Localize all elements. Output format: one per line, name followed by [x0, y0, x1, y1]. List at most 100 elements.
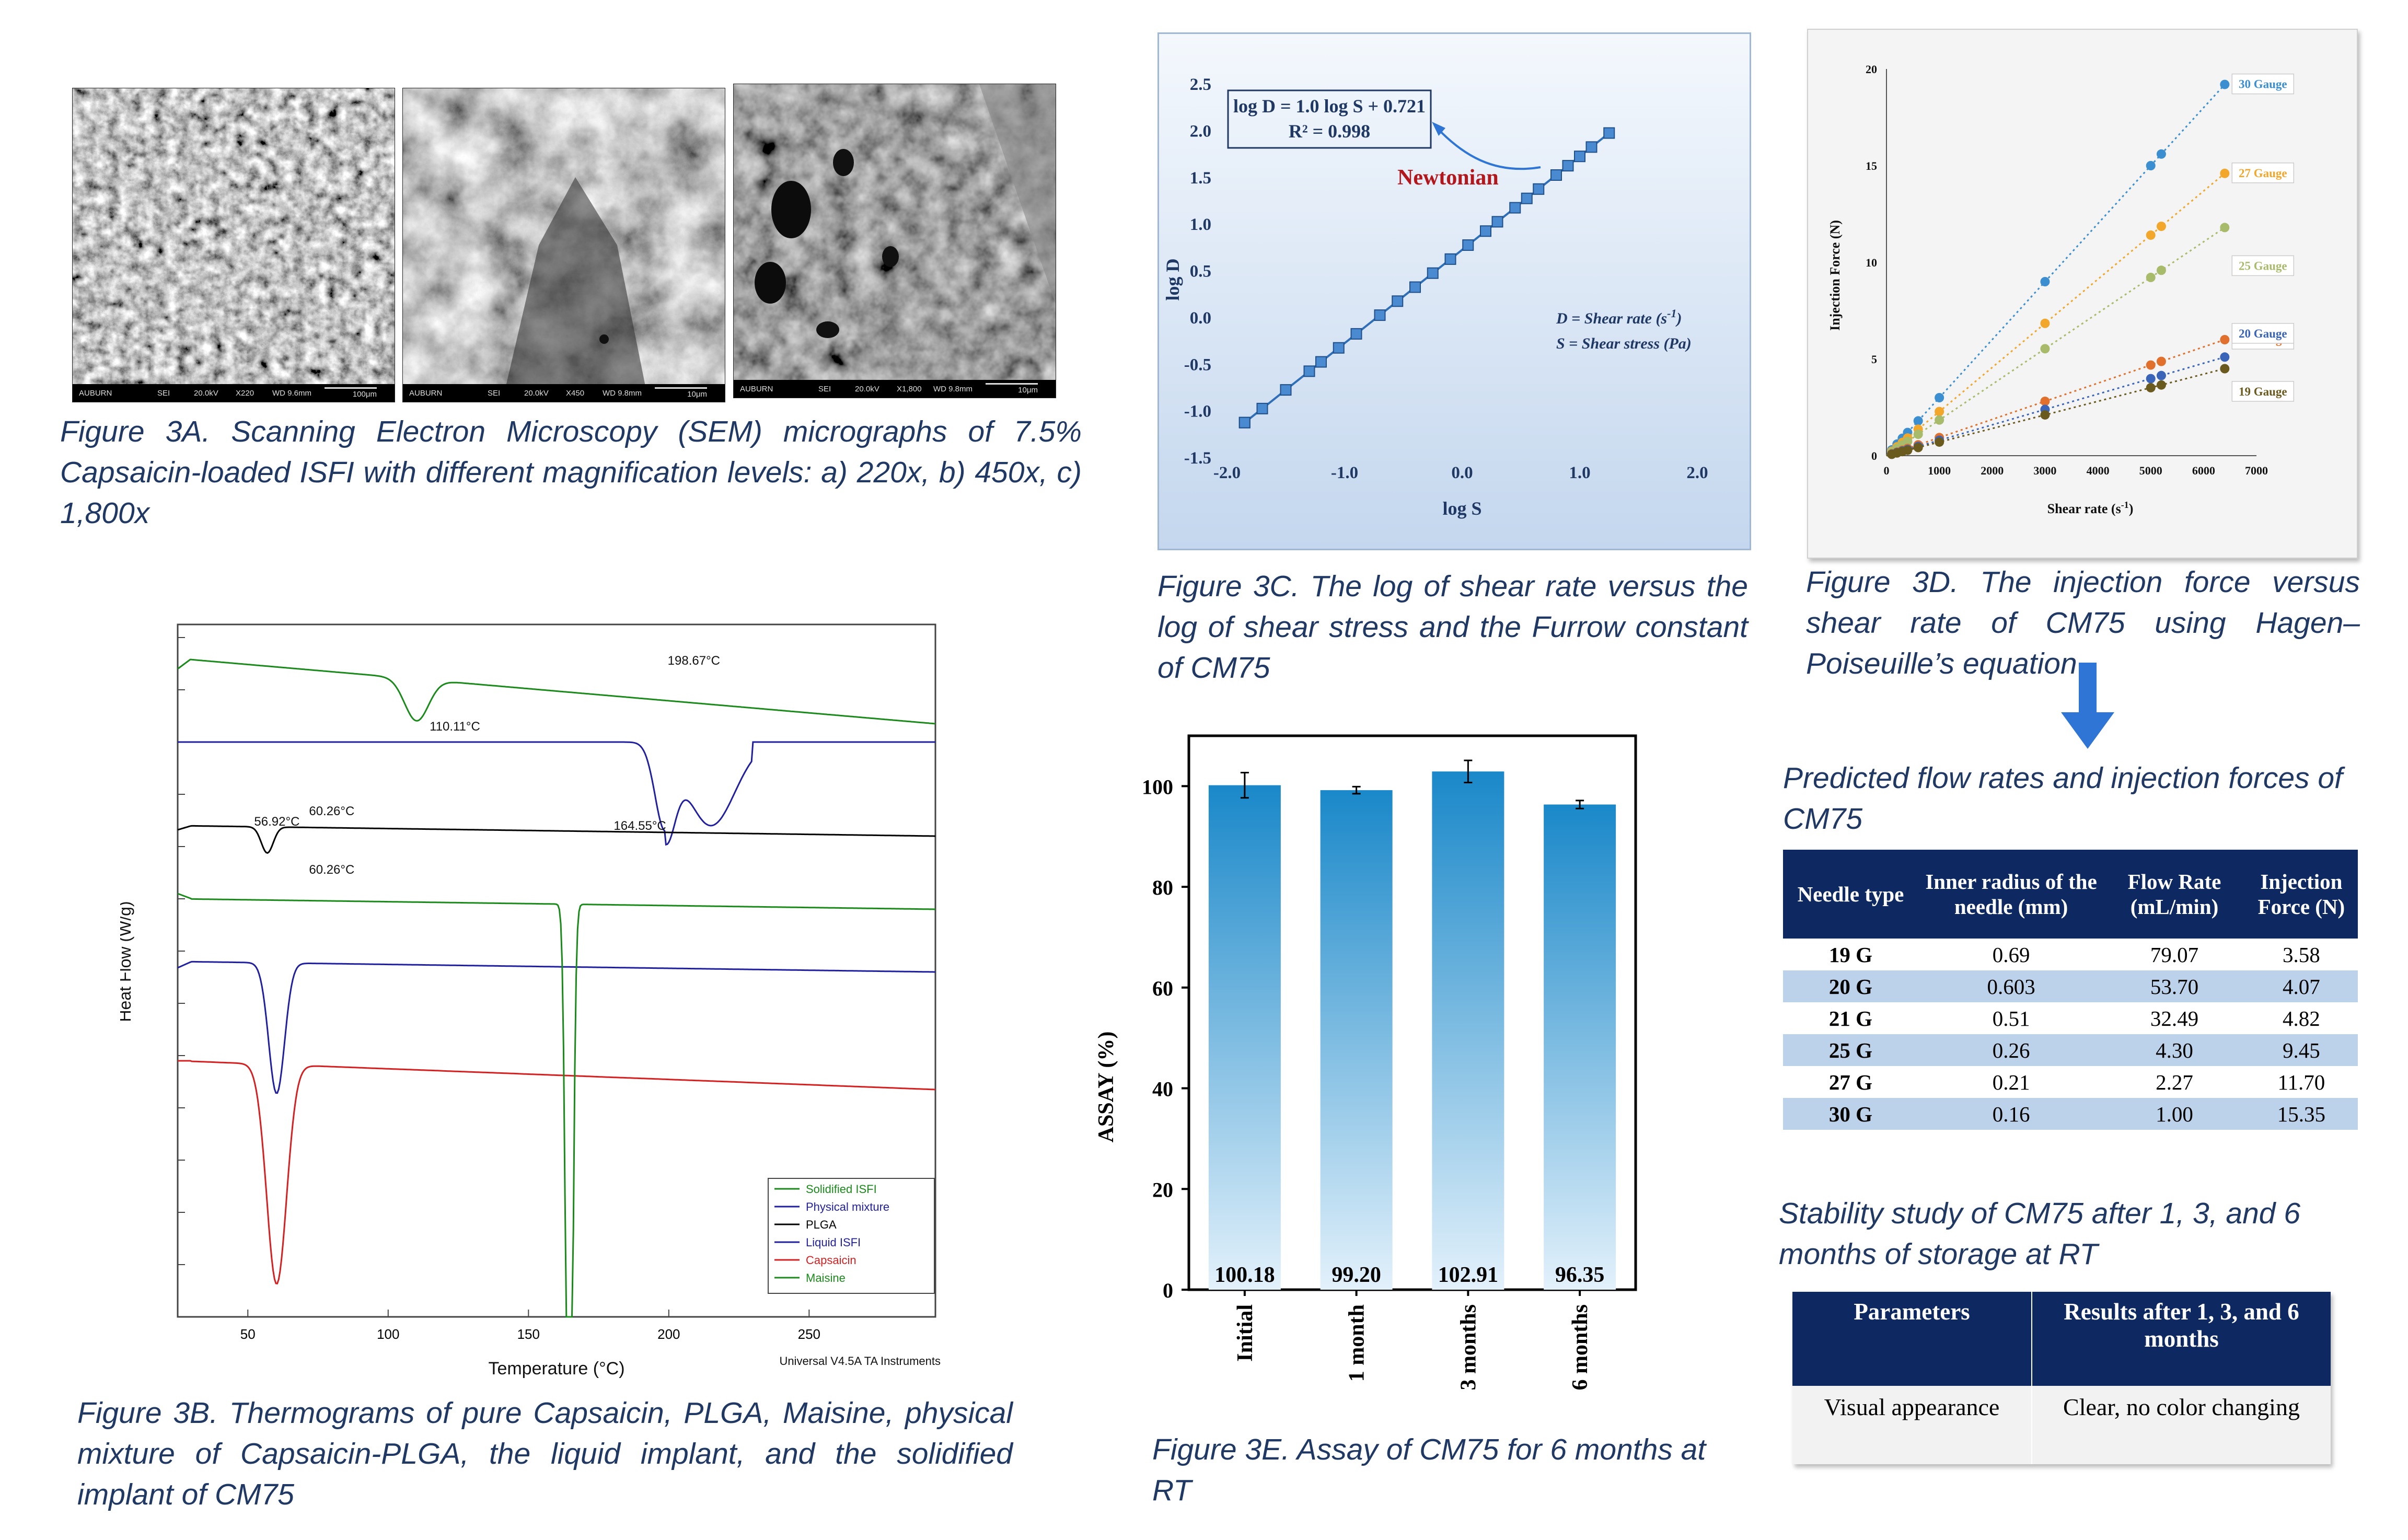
sem-mag: X220	[236, 388, 254, 398]
logplot-point	[1333, 342, 1345, 354]
sem-image-450x: AUBURN SEI 20.0kV X450 WD 9.8mm 10μm	[402, 88, 725, 402]
assay-bar	[1208, 785, 1281, 1290]
logplot-point	[1374, 309, 1386, 321]
log-plot-panel: -2.0 -1.0 0.0 1.0 2.0 -1.5 -1.0 -0.5 0.0 0.5 1.0 1.…	[1157, 32, 1751, 550]
inj-xtick-label: 5000	[2139, 464, 2162, 477]
assay-bar	[1544, 804, 1616, 1290]
inj-point	[2220, 223, 2230, 233]
inj-point	[2146, 360, 2156, 370]
inj-point	[1913, 443, 1923, 453]
logplot-xlabel: log S	[1442, 498, 1481, 519]
flow-rate-table: Needle type Inner radius of the needle (…	[1783, 850, 2358, 1130]
dsc-curve	[178, 1060, 936, 1284]
inj-trendline	[1885, 84, 2226, 457]
sem-mode: SEI	[818, 384, 831, 393]
assay-category-label: 1 month	[1345, 1304, 1369, 1382]
injection-force-panel: 0 1000 2000 3000 4000 5000 6000 7000 0 5 10 15 20 30…	[1807, 29, 2358, 559]
needle-type-cell: 21 G	[1828, 1006, 1873, 1030]
table-row: 20 G 0.603 53.70 4.07	[1783, 970, 2358, 1002]
inj-point	[1903, 436, 1913, 446]
equation-arrow	[1436, 127, 1541, 170]
sem-texture-450x	[403, 88, 725, 402]
dsc-xtick-label: 100	[377, 1326, 399, 1342]
header-flow-rate: Flow Rate (mL/min)	[2127, 870, 2221, 919]
inj-point	[2146, 161, 2156, 170]
inj-ytick-label: 15	[1866, 159, 1877, 172]
newtonian-label: Newtonian	[1397, 166, 1499, 190]
inj-xtick-label: 3000	[2033, 464, 2056, 477]
assay-ytick-label: 40	[1152, 1078, 1173, 1101]
logplot-xtick-label: -1.0	[1331, 464, 1358, 482]
assay-ytick-label: 20	[1152, 1178, 1173, 1201]
inj-point	[2146, 230, 2156, 240]
stability-result: Clear, no color changing	[2063, 1394, 2300, 1420]
header-parameters: Parameters	[1792, 1292, 2032, 1386]
table-cell: 2.27	[2156, 1070, 2193, 1094]
dsc-curves	[177, 658, 936, 1318]
inj-point	[1935, 407, 1944, 416]
logplot-point	[1303, 365, 1315, 377]
logplot-ytick-label: 1.5	[1190, 169, 1211, 188]
inj-point	[2040, 318, 2050, 328]
inj-xtick-label: 6000	[2192, 464, 2215, 477]
sem-brand: AUBURN	[409, 388, 443, 398]
inj-point	[2040, 277, 2050, 286]
inj-ytick-label: 0	[1871, 449, 1877, 462]
logplot-point	[1521, 192, 1533, 204]
logplot-point	[1462, 239, 1474, 251]
figure-3c-caption: Figure 3C. The log of shear rate versus …	[1157, 570, 1748, 685]
inj-point	[2040, 410, 2050, 420]
sem-mag: X450	[566, 388, 585, 398]
stability-param: Visual appearance	[1792, 1386, 2032, 1464]
sem-wd: WD 9.6mm	[272, 388, 311, 398]
sem-scale: 10μm	[655, 387, 707, 399]
sem-mode: SEI	[488, 388, 501, 398]
logplot-point	[1315, 356, 1327, 368]
table-cell: 0.16	[1992, 1102, 2030, 1126]
logplot-ytick-label: 2.5	[1190, 75, 1211, 94]
logplot-xtick-label: 2.0	[1686, 464, 1708, 482]
sem-databar: AUBURN SEI 20.0kV X220 WD 9.6mm 100μm	[73, 384, 395, 402]
dsc-curve	[177, 893, 935, 1318]
inj-ytick-label: 5	[1871, 353, 1877, 366]
dsc-xtick-label: 200	[657, 1326, 680, 1342]
sem-databar: AUBURN SEI 20.0kV X450 WD 9.8mm 10μm	[403, 384, 725, 402]
inj-ytick-label: 10	[1866, 256, 1877, 269]
needle-type-cell: 30 G	[1828, 1102, 1873, 1126]
table-cell: 0.51	[1992, 1006, 2030, 1030]
logplot-ytick-label: 0.5	[1190, 262, 1211, 281]
figure-3e-caption: Figure 3E. Assay of CM75 for 6 months at…	[1152, 1433, 1706, 1507]
dsc-peak-label: 110.11°C	[430, 720, 480, 734]
table-row: 21 G 0.51 32.49 4.82	[1783, 1002, 2358, 1034]
table-cell: 0.26	[1992, 1038, 2030, 1062]
dsc-legend-label: Liquid ISFI	[806, 1236, 861, 1249]
inj-series-label-box	[2231, 163, 2295, 183]
dsc-legend: Solidified ISFI Physical mixture PLGA Liqui…	[768, 1178, 935, 1294]
inj-ytick-label: 20	[1866, 63, 1877, 76]
inj-point	[2156, 149, 2166, 159]
table-cell: 3.58	[2283, 942, 2320, 967]
table-row: 19 G 0.69 79.07 3.58	[1783, 939, 2358, 970]
sem-kv: 20.0kV	[194, 388, 218, 398]
inj-xtick-label: 1000	[1928, 464, 1951, 477]
dsc-curve	[178, 741, 935, 846]
assay-category-label: 3 months	[1456, 1304, 1480, 1391]
logplot-point	[1427, 267, 1439, 279]
sem-wd: WD 9.8mm	[603, 388, 642, 398]
header-injection-force: Injection Force (N)	[2258, 870, 2345, 919]
sem-databar: AUBURN SEI 20.0kV X1,800 WD 9.8mm 10μm	[734, 380, 1056, 398]
inj-xtick-label: 7000	[2245, 464, 2268, 477]
logplot-point	[1509, 202, 1521, 214]
inj-point	[1935, 415, 1944, 425]
down-arrow-icon	[2061, 663, 2114, 749]
needle-type-cell: 27 G	[1828, 1070, 1873, 1094]
dsc-legend-label: Solidified ISFI	[806, 1183, 877, 1196]
dsc-curve	[177, 825, 935, 854]
assay-value-label: 102.91	[1438, 1263, 1499, 1287]
figure-3b-caption: Figure 3B. Thermograms of pure Capsaicin…	[77, 1396, 1013, 1511]
flow-table-body: 19 G 0.69 79.07 3.58 20 G 0.603 53.70 4.07 21 G 0…	[1783, 939, 2358, 1130]
inj-point	[2040, 396, 2050, 406]
logplot-point	[1238, 416, 1251, 429]
sem-image-1800x: AUBURN SEI 20.0kV X1,800 WD 9.8mm 10μm	[733, 84, 1056, 398]
inj-point	[1935, 437, 1944, 447]
